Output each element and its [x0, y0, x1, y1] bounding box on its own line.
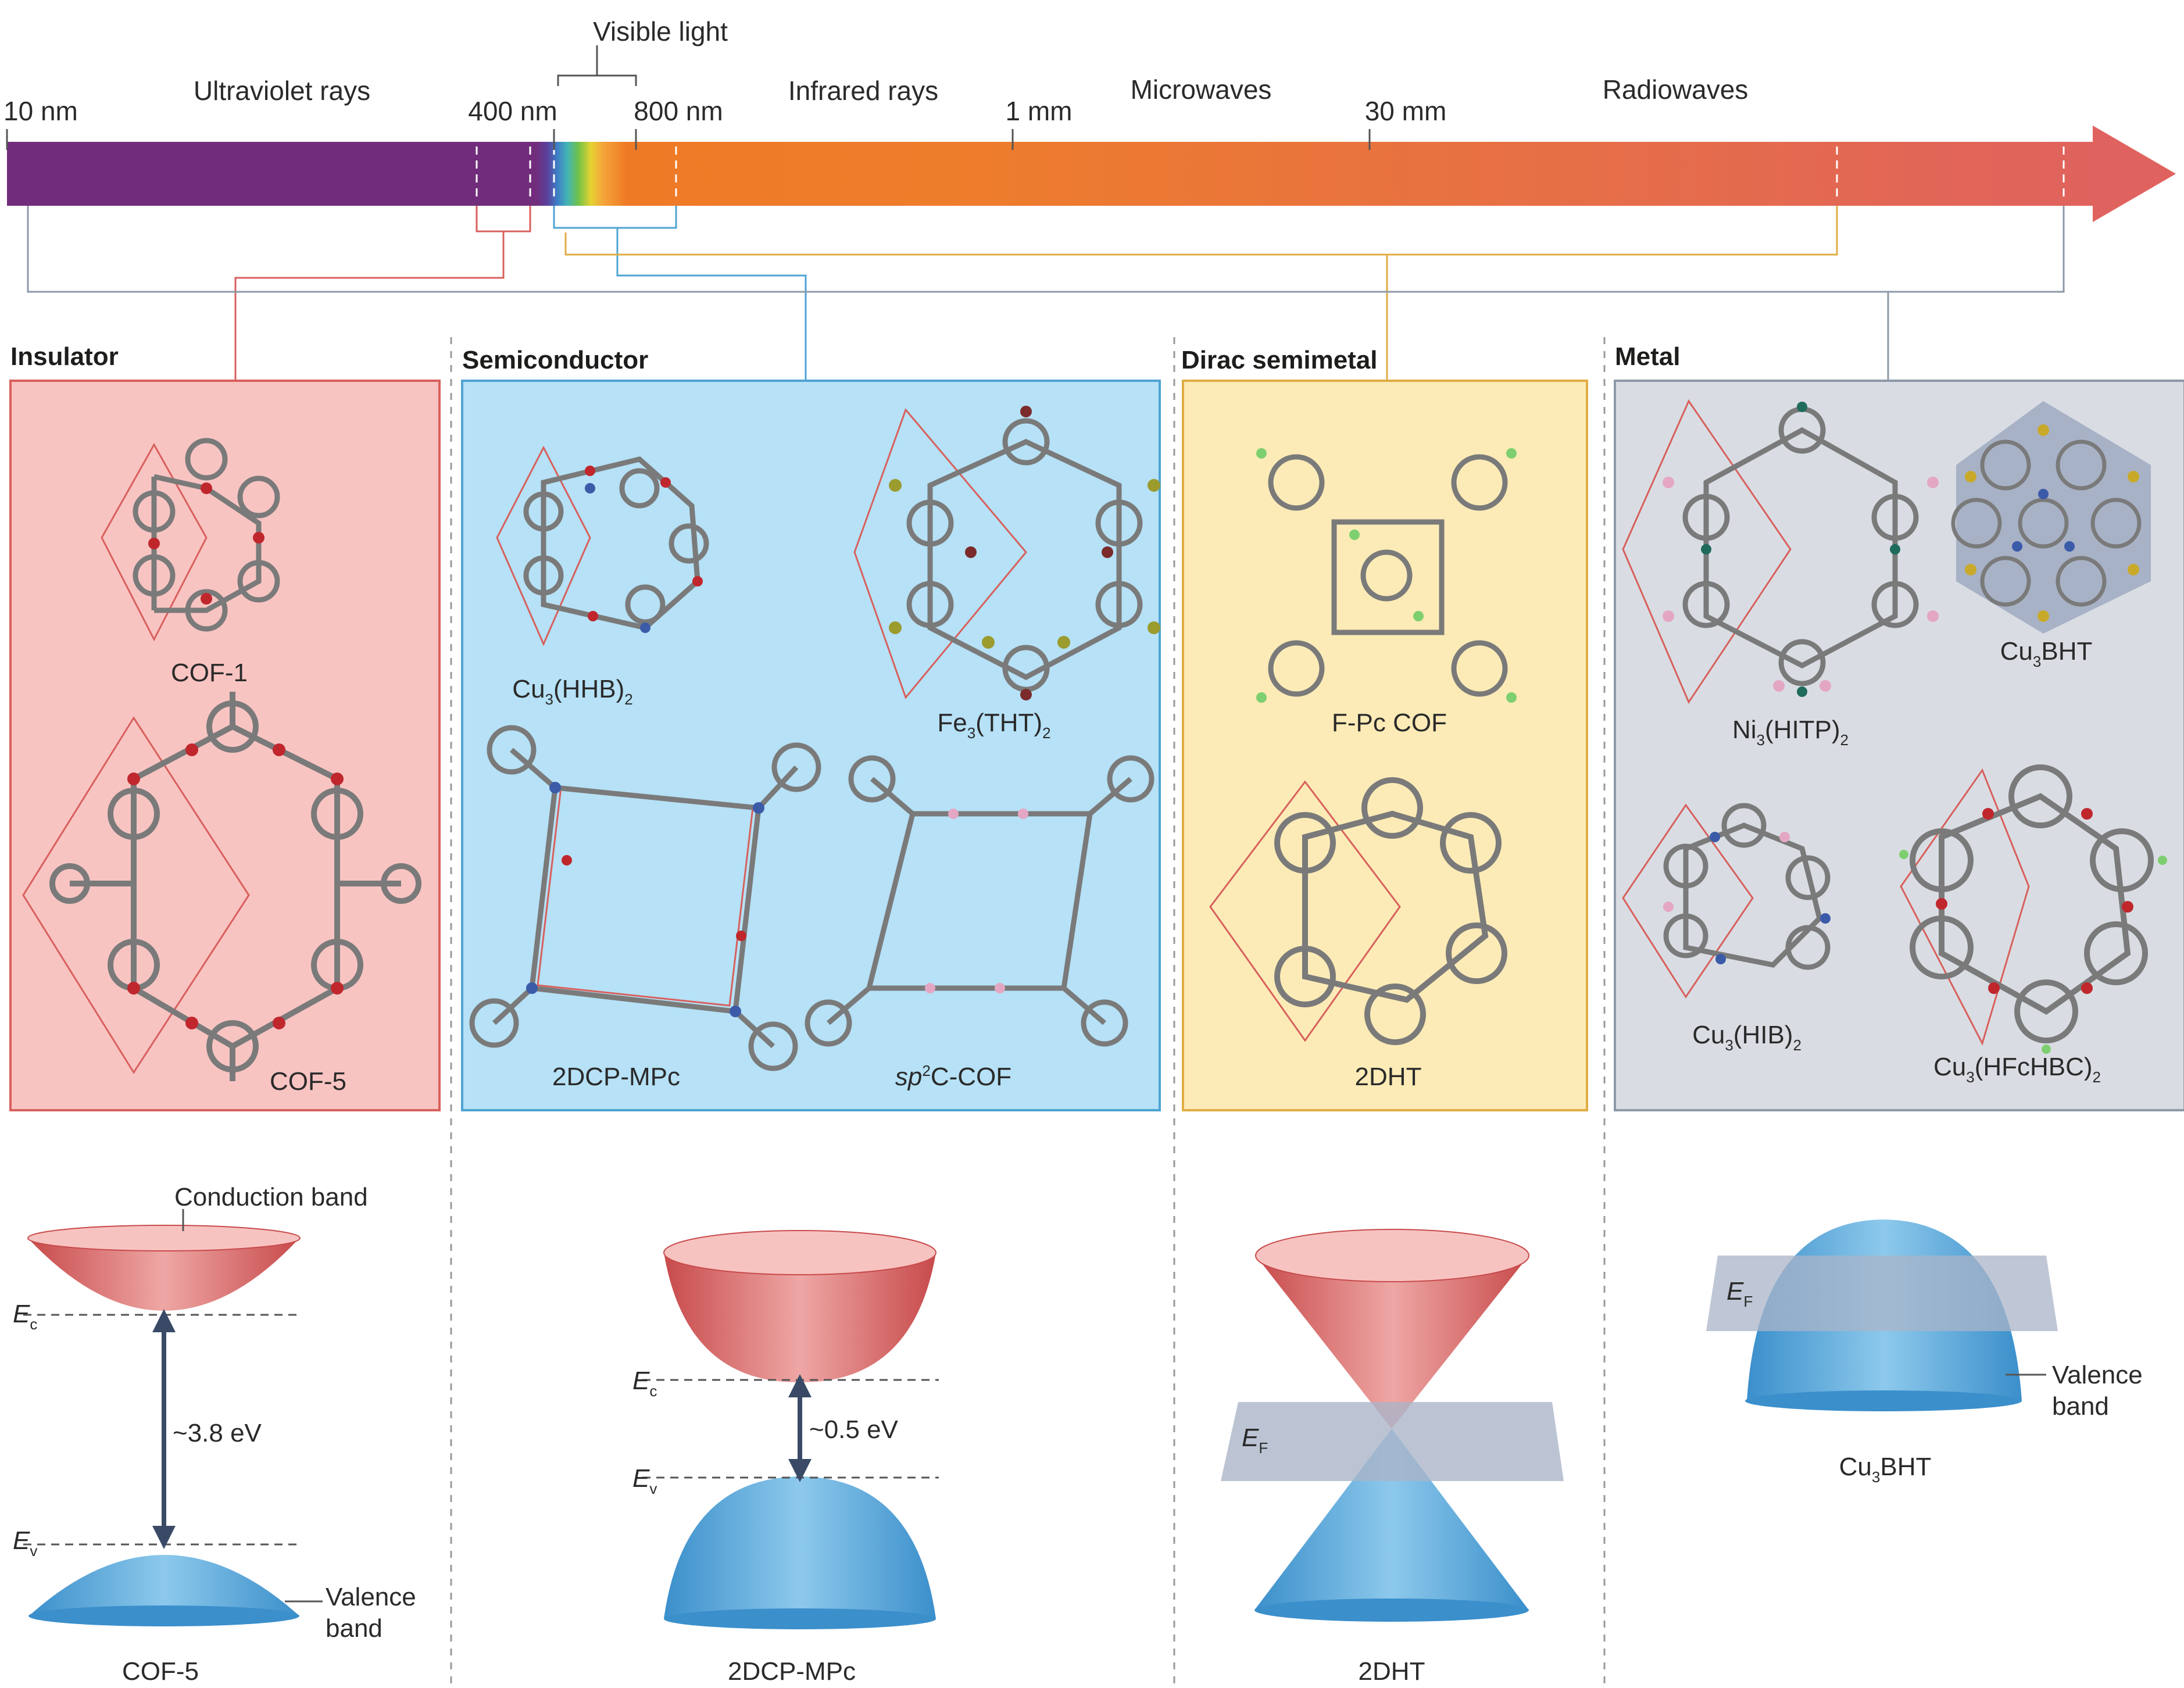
band-caption-metal: Cu3BHT: [1839, 1453, 1932, 1486]
structure-f-pc-cof: [1256, 448, 1517, 703]
gap-label-insulator: ~3.8 eV: [173, 1419, 262, 1447]
band-label-infrared: Infrared rays: [788, 76, 938, 106]
valence-label-metal-2: band: [2052, 1392, 2109, 1421]
caption-2dcp-mpc: 2DCP-MPc: [552, 1063, 680, 1091]
structure-fe3-tht2: [853, 406, 1160, 700]
metal-range-bracket: [27, 206, 2065, 293]
band-label-radiowaves: Radiowaves: [1603, 74, 1749, 105]
ef-label-metal: EF: [1727, 1277, 1753, 1310]
band-caption-dirac: 2DHT: [1359, 1657, 1425, 1686]
structure-ni3-hitp2: [1622, 399, 1939, 704]
spectrum-ticks: [6, 129, 1371, 150]
structure-cu3-hfchbc2: [1899, 764, 2167, 1054]
caption-fe3-tht2: Fe3(THT)2: [937, 709, 1050, 742]
caption-ni3-hitp2: Ni3(HITP)2: [1732, 716, 1849, 749]
panel-title-metal: Metal: [1615, 342, 1680, 371]
tick-400nm: 400 nm: [468, 96, 557, 126]
structure-cu3-hhb2: [496, 445, 709, 646]
range-connectors: [27, 206, 2065, 381]
ev-label-insulator: Ev: [13, 1526, 37, 1560]
structure-cu3-hib2: [1622, 803, 1831, 999]
ev-label-semiconductor: Ev: [632, 1464, 657, 1497]
ec-label-insulator: Ec: [13, 1300, 37, 1333]
structure-sp2c-cof: [805, 755, 1154, 1047]
valence-label-insulator-2: band: [326, 1614, 383, 1643]
spectrum-arrowhead: [2093, 126, 2176, 222]
structure-2dcp-mpc: [469, 725, 821, 1071]
spectrum-band: [7, 142, 2100, 206]
band-caption-insulator: COF-5: [122, 1657, 199, 1686]
structure-cof5: [22, 692, 421, 1081]
band-label-microwaves: Microwaves: [1131, 74, 1272, 105]
section-dividers: [450, 337, 1606, 1688]
caption-2dht: 2DHT: [1355, 1063, 1422, 1091]
structure-cof1: [101, 438, 280, 642]
band-diagram-insulator: [23, 1209, 323, 1626]
band-diagram-metal: [1706, 1219, 2058, 1411]
caption-cu3-hhb2: Cu3(HHB)2: [512, 675, 632, 708]
insulator-range-bracket: [476, 206, 531, 233]
valence-band-shape: [29, 1555, 299, 1616]
caption-cu3-hib2: Cu3(HIB)2: [1692, 1021, 1801, 1054]
valence-label-insulator-1: Valence: [326, 1583, 416, 1611]
ef-label-dirac: EF: [1242, 1424, 1268, 1457]
caption-f-pc-cof: F-Pc COF: [1332, 709, 1447, 737]
structure-2dht: [1209, 777, 1507, 1045]
conduction-band-label: Conduction band: [174, 1183, 368, 1211]
visible-light-bracket: [557, 74, 637, 86]
caption-sp2c-cof: sp2C-COF: [895, 1062, 1011, 1091]
semiconductor-range-bracket: [553, 206, 677, 229]
panel-title-insulator: Insulator: [10, 342, 119, 371]
structure-cu3-bht: [1951, 401, 2151, 634]
tick-800nm: 800 nm: [634, 96, 723, 126]
panel-title-dirac: Dirac semimetal: [1181, 346, 1378, 374]
semiconductor-connector: [616, 228, 807, 381]
fermi-plane-metal: [1706, 1256, 2058, 1331]
spectrum-dashes: [476, 146, 2065, 202]
spectrum-bar: [6, 45, 2176, 222]
ec-label-semiconductor: Ec: [632, 1367, 657, 1400]
tick-1mm: 1 mm: [1006, 96, 1073, 126]
caption-cu3-bht: Cu3BHT: [2000, 637, 2093, 670]
panel-title-semiconductor: Semiconductor: [462, 346, 648, 374]
band-diagram-semiconductor: [642, 1230, 939, 1629]
tick-10nm: 10 nm: [3, 96, 78, 126]
fermi-plane: [1221, 1402, 1564, 1481]
caption-cof5: COF-5: [270, 1067, 346, 1096]
valence-label-metal-1: Valence: [2052, 1361, 2143, 1389]
insulator-connector: [234, 231, 505, 381]
visible-light-label: Visible light: [593, 16, 728, 47]
conduction-band-shape: [28, 1238, 299, 1311]
caption-cu3-hfchbc2: Cu3(HFcHBC)2: [1933, 1053, 2101, 1086]
band-label-ultraviolet: Ultraviolet rays: [194, 76, 370, 106]
panel-semiconductor: [461, 380, 1161, 1111]
tick-30mm: 30 mm: [1365, 96, 1447, 126]
dirac-range-bracket: [564, 206, 1838, 256]
panel-dirac: [1182, 380, 1588, 1111]
band-diagram-dirac: [1221, 1229, 1564, 1622]
band-caption-semiconductor: 2DCP-MPc: [728, 1657, 856, 1686]
gap-label-semiconductor: ~0.5 eV: [809, 1415, 899, 1444]
caption-cof1: COF-1: [171, 659, 248, 687]
